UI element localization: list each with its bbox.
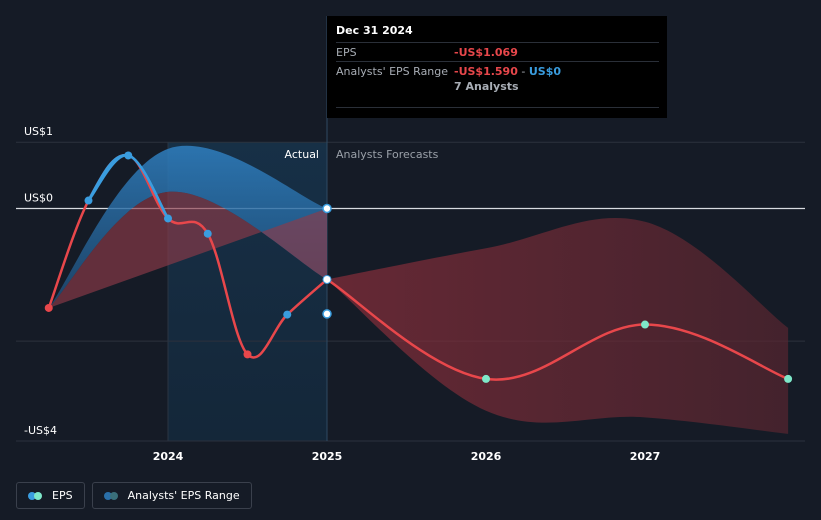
x-tick-label-2: 2026	[471, 450, 502, 463]
tooltip-range-row: Analysts' EPS Range -US$1.590 - US$0	[336, 61, 659, 80]
eps-actual-point-7	[322, 274, 332, 284]
range-marker-1	[322, 309, 332, 319]
eps-forecast-line	[326, 278, 789, 381]
eps-actual-point-0	[44, 303, 53, 312]
forecast-label: Analysts Forecasts	[336, 148, 439, 161]
y-tick-label-2: -US$4	[24, 424, 57, 437]
eps-chart: US$1 US$0 -US$4 2024 2025 2026 2027 Actual Analy…	[16, 16, 805, 463]
forecast-range-area	[327, 217, 789, 434]
tooltip-range-high: US$0	[528, 65, 562, 78]
eps-forecast-point-2	[784, 374, 793, 383]
eps-actual-point-1	[84, 196, 93, 205]
tooltip-range-separator: -	[517, 65, 529, 78]
x-tick-label-0: 2024	[153, 450, 184, 463]
x-tick-label-3: 2027	[630, 450, 661, 463]
tooltip-date: Dec 31 2024	[336, 24, 413, 37]
eps-tooltip: Dec 31 2024 EPS -US$1.069 Analysts' EPS …	[327, 16, 667, 118]
y-tick-label-0: US$1	[24, 125, 53, 138]
eps-actual-point-4	[203, 229, 212, 238]
eps-actual-point-5	[243, 350, 252, 359]
tooltip-divider	[336, 107, 659, 108]
actual-label: Actual	[285, 148, 319, 161]
tooltip-eps-label: EPS	[336, 46, 357, 59]
y-tick-label-1: US$0	[24, 192, 53, 205]
legend-eps-label: EPS	[52, 489, 73, 502]
tooltip-analysts-count: 7 Analysts	[454, 80, 519, 93]
legend-eps[interactable]: EPS	[16, 482, 85, 509]
eps-legend-icon	[28, 491, 44, 500]
eps-actual-point-2	[124, 151, 133, 160]
eps-actual-point-3	[164, 214, 172, 223]
eps-forecast-point-1	[641, 320, 649, 329]
tooltip-range-low: -US$1.590	[454, 65, 518, 78]
tooltip-eps-value: -US$1.069	[454, 46, 518, 59]
actual-range-area-blue	[48, 145, 327, 308]
actual-range-area-red	[48, 191, 327, 308]
chart-legend: EPS Analysts' EPS Range	[16, 482, 252, 509]
tooltip-range-label: Analysts' EPS Range	[336, 65, 449, 78]
eps-actual-point-6	[283, 310, 292, 319]
eps-forecast-point-0	[482, 374, 490, 383]
range-marker-0	[322, 203, 332, 214]
tooltip-eps-row: EPS -US$1.069	[336, 42, 659, 61]
x-tick-label-1: 2025	[312, 450, 343, 463]
eps-range-legend-icon	[103, 491, 120, 500]
legend-eps-range-label: Analysts' EPS Range	[127, 489, 240, 502]
legend-eps-range[interactable]: Analysts' EPS Range	[91, 482, 252, 509]
